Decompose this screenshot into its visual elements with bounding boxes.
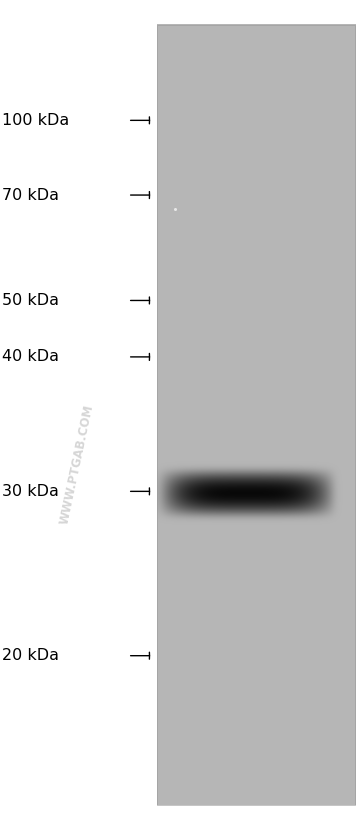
- Bar: [157, 25, 355, 805]
- Text: 50 kDa: 50 kDa: [2, 293, 59, 308]
- Text: 30 kDa: 30 kDa: [2, 484, 59, 499]
- Text: WWW.PTGAB.COM: WWW.PTGAB.COM: [58, 403, 96, 526]
- Text: 70 kDa: 70 kDa: [2, 188, 59, 203]
- Text: 40 kDa: 40 kDa: [2, 349, 59, 364]
- Text: 100 kDa: 100 kDa: [2, 113, 69, 128]
- Text: 20 kDa: 20 kDa: [2, 648, 59, 663]
